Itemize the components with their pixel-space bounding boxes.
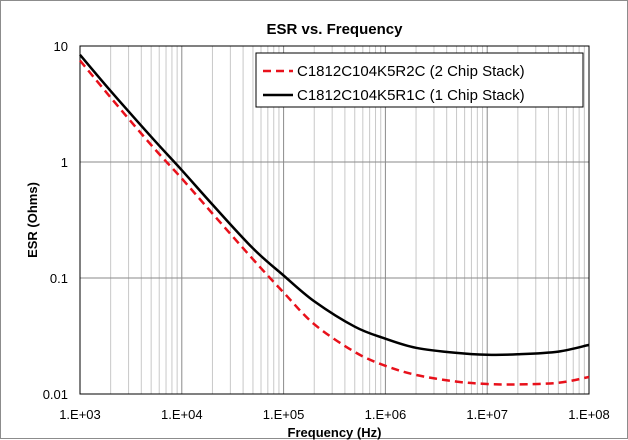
x-tick-label: 1.E+08 xyxy=(568,407,610,422)
x-tick-label: 1.E+03 xyxy=(59,407,101,422)
y-tick-label: 0.01 xyxy=(43,387,68,402)
y-axis-title: ESR (Ohms) xyxy=(25,182,40,258)
legend: C1812C104K5R2C (2 Chip Stack) C1812C104K… xyxy=(255,52,584,108)
legend-label-2-chip-stack: C1812C104K5R2C (2 Chip Stack) xyxy=(297,63,525,80)
series-line-2-chip-stack xyxy=(79,59,590,386)
y-tick-label: 10 xyxy=(54,39,68,54)
series-line-1-chip-stack xyxy=(79,53,590,357)
legend-label-1-chip-stack: C1812C104K5R1C (1 Chip Stack) xyxy=(297,87,525,104)
chart-title: ESR vs. Frequency xyxy=(267,21,404,38)
x-tick-label: 1.E+06 xyxy=(365,407,407,422)
x-tick-label: 1.E+04 xyxy=(161,407,203,422)
y-tick-label: 1 xyxy=(61,155,68,170)
plot-area xyxy=(79,45,590,395)
tick-labels: 1.E+03 1.E+04 1.E+05 1.E+06 1.E+07 1.E+08 0.01… xyxy=(43,39,610,422)
x-axis-title: Frequency (Hz) xyxy=(288,425,382,440)
series-lines xyxy=(79,53,590,386)
x-tick-label: 1.E+05 xyxy=(263,407,305,422)
x-tick-label: 1.E+07 xyxy=(466,407,508,422)
legend-box xyxy=(255,52,584,108)
y-tick-label: 0.1 xyxy=(50,271,68,286)
